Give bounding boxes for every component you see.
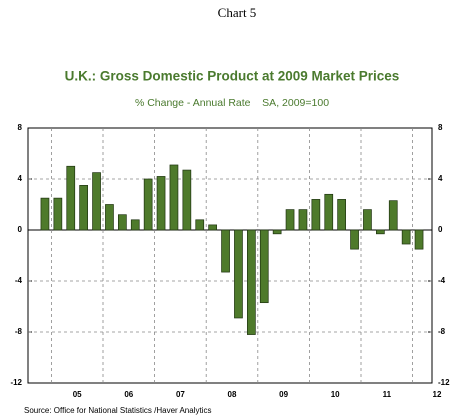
- source: Source: Office for National Statistics /…: [24, 406, 211, 415]
- bar: [272, 229, 282, 235]
- bar: [324, 193, 334, 231]
- x-tick-label: 05: [73, 390, 82, 399]
- x-tick-label: 11: [383, 390, 392, 399]
- y-tick-label: -8: [15, 327, 23, 336]
- bar: [40, 197, 50, 231]
- bar: [195, 219, 205, 231]
- bar: [130, 219, 140, 231]
- bar: [208, 224, 217, 231]
- bar: [259, 229, 269, 304]
- bar: [105, 204, 114, 231]
- bar: [388, 200, 398, 231]
- y-tick-label: -12: [10, 378, 22, 387]
- chart-header: Chart 5: [218, 5, 257, 20]
- y2-tick-label: -12: [438, 378, 450, 387]
- bar: [92, 172, 101, 231]
- bar: [156, 176, 166, 231]
- bar: [285, 209, 295, 231]
- x-tick-label: 10: [331, 390, 340, 399]
- x-tick-label: 06: [124, 390, 133, 399]
- bar: [376, 229, 385, 235]
- y-tick-label: 0: [18, 225, 23, 234]
- bar: [221, 229, 230, 273]
- y2-tick-label: -4: [438, 276, 446, 285]
- bar: [401, 229, 411, 245]
- bar: [298, 209, 308, 231]
- bar: [414, 229, 424, 250]
- bar: [247, 229, 256, 335]
- bar: [337, 199, 346, 231]
- x-tick-label: 12: [433, 390, 442, 399]
- plot-frame: [27, 127, 433, 384]
- y2-tick-label: 4: [438, 174, 443, 183]
- bar: [234, 229, 243, 319]
- bar: [79, 185, 89, 231]
- chart-subtitle: % Change - Annual Rate SA, 2009=100: [135, 97, 329, 109]
- chart-title: U.K.: Gross Domestic Product at 2009 Mar…: [65, 69, 400, 84]
- y2-tick-label: 0: [438, 225, 443, 234]
- y-tick-label: 4: [18, 174, 23, 183]
- bar: [182, 169, 192, 231]
- bar: [66, 165, 76, 231]
- bar: [350, 229, 359, 250]
- x-tick-label: 07: [176, 390, 185, 399]
- x-tick-label: 09: [279, 390, 288, 399]
- x-tick-label: 08: [228, 390, 237, 399]
- y2-tick-label: -8: [438, 327, 446, 336]
- bar: [143, 178, 153, 231]
- bar: [363, 209, 372, 231]
- y-tick-label: 8: [18, 123, 23, 132]
- bar: [117, 214, 127, 231]
- y2-tick-label: 8: [438, 123, 443, 132]
- bar: [169, 164, 179, 231]
- y-tick-label: -4: [15, 276, 23, 285]
- bar: [311, 199, 321, 231]
- bar: [53, 197, 63, 231]
